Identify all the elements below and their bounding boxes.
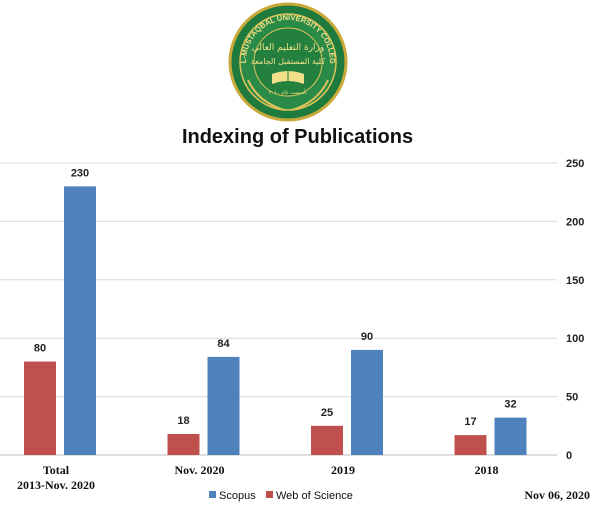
data-label: 80 (34, 343, 46, 355)
legend-label: Web of Science (276, 490, 353, 502)
x-tick-label: Nov. 2020 (174, 463, 224, 477)
logo-arabic-main: كلية المستقبل الجامعة (251, 57, 325, 66)
bar-scopus (207, 356, 240, 455)
y-tick-label: 250 (566, 158, 584, 170)
logo-arabic-top: وزارة التعليم العالي (252, 43, 325, 53)
footer-date: Nov 06, 2020 (524, 488, 590, 502)
y-tick-label: 0 (566, 450, 572, 462)
data-label: 25 (321, 407, 333, 419)
bar-scopus (351, 349, 383, 455)
bar-web-of-science (311, 425, 343, 455)
legend-label: Scopus (219, 490, 256, 502)
y-axis: 0 50 100 150 200 250 (566, 158, 584, 462)
x-tick-label: Total 2013-Nov. 2020 (17, 463, 95, 492)
bar-web-of-science (24, 361, 56, 455)
college-logo: AL-MUSTAQBAL UNIVERSITY COLLEGE وزارة ال… (228, 2, 348, 122)
y-tick-label: 50 (566, 392, 578, 404)
data-label: 32 (504, 399, 516, 411)
bar-web-of-science (167, 433, 200, 455)
x-tick-label: 2018 (475, 463, 499, 477)
chart-title: Indexing of Publications (181, 126, 414, 148)
data-label: 17 (464, 416, 476, 428)
y-tick-label: 150 (566, 275, 584, 287)
data-label: 18 (177, 415, 189, 427)
legend-swatch (209, 491, 216, 498)
legend: Scopus Web of Science (209, 490, 353, 502)
bar-scopus (64, 186, 96, 456)
bar-web-of-science (454, 435, 487, 455)
y-tick-label: 100 (566, 333, 584, 345)
data-label: 84 (217, 338, 230, 350)
laurel-left-icon (247, 79, 285, 111)
legend-swatch (266, 491, 273, 498)
data-labels: 80 230 18 84 25 90 17 32 (34, 167, 517, 428)
data-label: 90 (361, 331, 373, 343)
bars (24, 186, 527, 456)
x-tick-label: 2019 (331, 463, 355, 477)
laurel-right-icon (291, 79, 329, 111)
y-tick-label: 200 (566, 216, 584, 228)
data-label: 230 (71, 167, 89, 179)
x-axis: Total 2013-Nov. 2020 Nov. 2020 2019 2018 (17, 463, 499, 492)
logo-arabic-small: تأسست عام ٢٠١٠ (269, 88, 308, 96)
bar-scopus (494, 417, 527, 455)
